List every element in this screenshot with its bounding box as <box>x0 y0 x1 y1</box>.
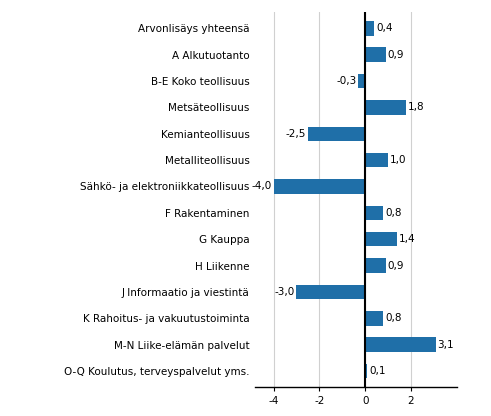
Text: 1,8: 1,8 <box>408 102 425 112</box>
Bar <box>365 153 388 167</box>
Text: -4,0: -4,0 <box>252 181 272 191</box>
Bar <box>308 126 365 141</box>
Bar <box>365 337 436 352</box>
Bar <box>297 285 365 299</box>
Text: 0,8: 0,8 <box>385 208 402 218</box>
Bar <box>365 258 386 273</box>
Text: 1,0: 1,0 <box>389 155 406 165</box>
Text: 0,8: 0,8 <box>385 313 402 323</box>
Bar <box>365 21 374 35</box>
Text: -0,3: -0,3 <box>336 76 356 86</box>
Bar <box>358 74 365 88</box>
Text: 0,4: 0,4 <box>376 23 392 33</box>
Bar <box>365 311 383 326</box>
Text: 0,1: 0,1 <box>369 366 385 376</box>
Bar <box>365 232 397 246</box>
Text: 3,1: 3,1 <box>437 340 454 350</box>
Bar <box>365 206 383 220</box>
Bar <box>365 47 386 62</box>
Text: 0,9: 0,9 <box>387 50 404 59</box>
Text: -3,0: -3,0 <box>274 287 295 297</box>
Bar <box>365 100 406 115</box>
Text: 0,9: 0,9 <box>387 260 404 270</box>
Text: 1,4: 1,4 <box>399 234 415 244</box>
Bar <box>273 179 365 194</box>
Text: -2,5: -2,5 <box>286 129 306 139</box>
Bar <box>365 364 367 378</box>
